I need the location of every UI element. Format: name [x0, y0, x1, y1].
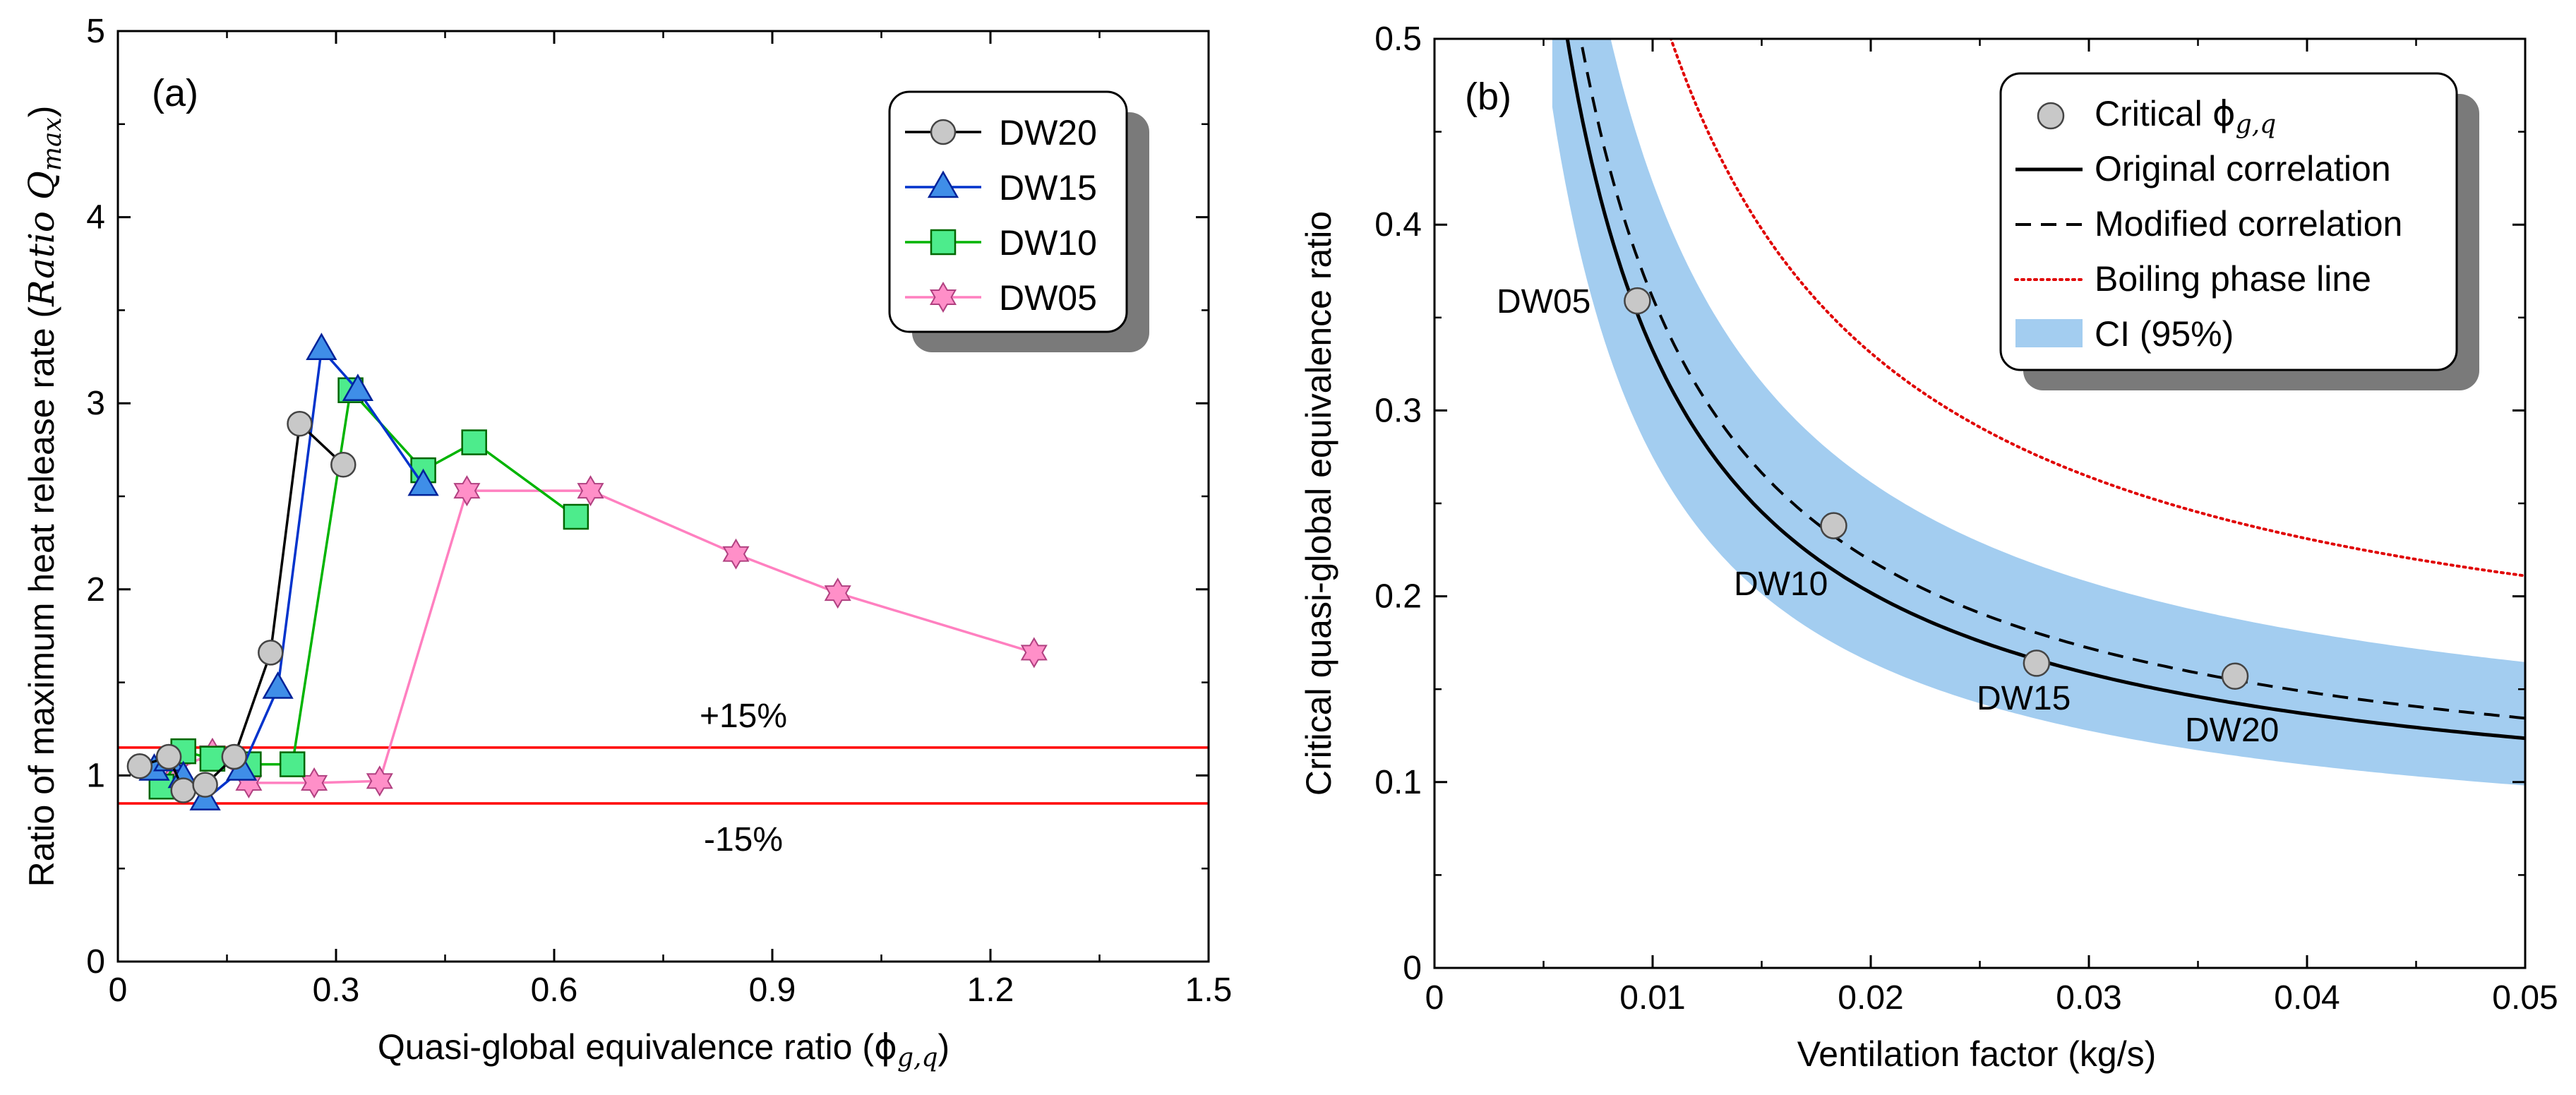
data-point-dw20	[155, 743, 182, 770]
data-point-dw05	[1020, 637, 1048, 669]
data-point-dw05	[453, 475, 481, 507]
legend-box	[888, 90, 1128, 333]
x-tick-label: 1.2	[967, 971, 1014, 1009]
y-tick-label: 0.4	[1374, 206, 1422, 244]
data-point-dw20	[126, 753, 153, 779]
y-tick-label: 2	[86, 571, 105, 609]
data-point-dw10	[279, 751, 306, 777]
panel-a-label: (a)	[152, 72, 198, 114]
data-point-dw05	[722, 538, 750, 570]
point-label-dw15: DW15	[1977, 680, 2071, 717]
panel-b-points	[1624, 287, 2249, 690]
panel-a-legend: DW20 DW15 DW10 DW05	[888, 90, 1149, 352]
legend-label-critical: Critical ϕg,q	[2095, 93, 2276, 139]
legend-label-dw20: DW20	[999, 113, 1097, 152]
y-tick-label: 0	[86, 943, 105, 981]
x-tick-label: 0	[109, 971, 128, 1009]
x-tick-label: 0.3	[313, 971, 360, 1009]
data-point-dw10	[199, 746, 226, 772]
data-point-dw05	[824, 578, 851, 609]
critical-point-dw10	[1820, 512, 1847, 539]
data-point-dw15	[407, 468, 439, 496]
critical-point-dw05	[1624, 287, 1651, 315]
x-tick-label: 1.5	[1185, 971, 1233, 1009]
data-point-dw05	[301, 767, 328, 798]
panel-a-ticks: 0 0.3 0.6 0.9 1.2 1.5 0 1 2 3 4 5	[86, 13, 1232, 1009]
ci-band	[1552, 39, 2525, 786]
legend-marker-dw20	[930, 119, 957, 145]
legend-box	[1999, 72, 2458, 371]
data-point-dw20	[287, 410, 313, 437]
legend-swatch-ci	[2015, 319, 2083, 347]
legend-label-dw05: DW05	[999, 278, 1097, 318]
y-tick-label: 4	[86, 199, 105, 237]
critical-point-dw20	[2221, 662, 2249, 690]
x-tick-label: 0.04	[2274, 979, 2340, 1017]
panel-a-y-axis-label: Ratio of maximum heat release rate (Rati…	[21, 106, 67, 887]
y-tick-label: 0	[1403, 950, 1422, 987]
y-tick-label: 0.2	[1374, 578, 1422, 616]
data-point-dw20	[221, 743, 248, 770]
legend-marker-dw05	[929, 282, 957, 313]
x-tick-label: 0.02	[1838, 979, 1903, 1017]
panel-b-label: (b)	[1465, 76, 1511, 118]
y-tick-label: 0.3	[1374, 392, 1422, 429]
critical-point-dw15	[2023, 650, 2051, 677]
series-line-dw05	[175, 489, 1035, 784]
y-tick-label: 0.5	[1374, 20, 1422, 58]
modified-correlation-line	[1579, 39, 2525, 720]
minus-15-label: -15%	[704, 821, 783, 858]
y-tick-label: 0.1	[1374, 764, 1422, 801]
point-label-dw10: DW10	[1734, 566, 1828, 603]
data-point-dw15	[342, 373, 374, 401]
x-tick-label: 0.6	[531, 971, 578, 1009]
point-label-dw20: DW20	[2185, 712, 2279, 749]
panel-a-chart: 0 0.3 0.6 0.9 1.2 1.5 0 1 2 3 4 5 (a) +15% -15% DW2…	[21, 13, 1232, 1072]
panel-b-y-axis-label: Critical quasi-global equivalence ratio	[1299, 211, 1338, 796]
legend-marker-critical	[2037, 102, 2065, 130]
data-point-dw15	[306, 333, 337, 361]
legend-marks	[905, 119, 981, 313]
data-point-dw20	[258, 640, 284, 666]
legend-marker-dw10	[930, 229, 957, 256]
series-line-dw20	[139, 421, 345, 792]
data-point-dw20	[170, 777, 196, 803]
panel-a-x-axis-label: Quasi-global equivalence ratio (ϕg,q)	[378, 1027, 949, 1072]
x-tick-label: 0.9	[749, 971, 796, 1009]
x-tick-label: 0	[1425, 979, 1444, 1017]
x-tick-label: 0.01	[1619, 979, 1685, 1017]
data-point-dw10	[461, 429, 487, 455]
legend-label-modified: Modified correlation	[2095, 204, 2402, 244]
legend-label-original: Original correlation	[2095, 149, 2391, 189]
y-tick-label: 1	[86, 757, 105, 794]
panel-b-legend: Critical ϕg,q Original correlation Modif…	[1999, 72, 2479, 390]
point-label-dw05: DW05	[1497, 283, 1590, 321]
data-point-dw20	[192, 772, 218, 798]
data-point-dw05	[366, 765, 393, 797]
data-point-dw15	[262, 671, 294, 699]
y-tick-label: 5	[86, 13, 105, 50]
data-point-dw05	[577, 475, 604, 507]
legend-label-dw15: DW15	[999, 168, 1097, 208]
series-line-dw10	[160, 387, 577, 788]
panel-b-chart: 0 0.01 0.02 0.03 0.04 0.05 0 0.1 0.2 0.3 0.4 0.5 (b…	[1299, 20, 2558, 1074]
data-point-dw10	[563, 503, 589, 530]
legend-marks	[2014, 102, 2084, 347]
x-tick-label: 0.03	[2056, 979, 2121, 1017]
legend-label-ci: CI (95%)	[2095, 314, 2234, 354]
y-tick-label: 3	[86, 385, 105, 422]
plus-15-label: +15%	[700, 698, 787, 735]
legend-label-boiling: Boiling phase line	[2095, 259, 2371, 299]
panel-b-x-axis-label: Ventilation factor (kg/s)	[1797, 1034, 2157, 1074]
legend-marker-dw15	[927, 170, 959, 198]
legend-label-dw10: DW10	[999, 223, 1097, 263]
x-tick-label: 0.05	[2492, 979, 2558, 1017]
boiling-phase-line	[1669, 39, 2525, 578]
data-point-dw20	[330, 451, 357, 478]
panel-a-plot-area	[118, 333, 1209, 810]
panel-b-ticks: 0 0.01 0.02 0.03 0.04 0.05 0 0.1 0.2 0.3 0.4 0.5	[1374, 20, 2558, 1017]
